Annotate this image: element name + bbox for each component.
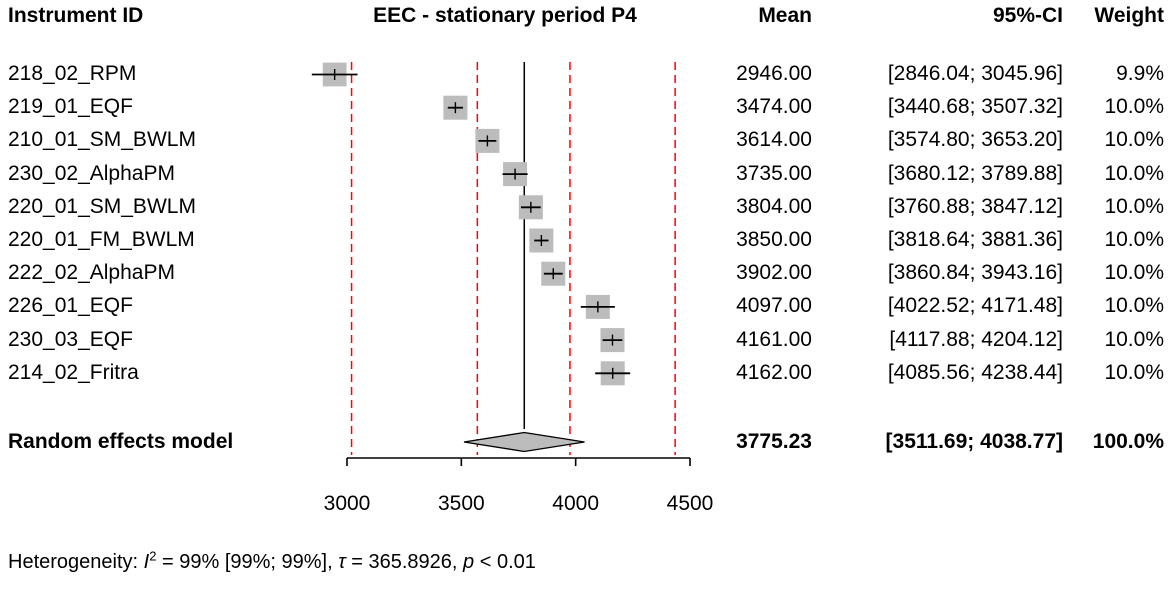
study-row: 219_01_EQF 3474.00 [3440.68; 3507.32] 10.0% bbox=[0, 95, 1169, 123]
study-id: 222_02_AlphaPM bbox=[8, 261, 175, 285]
x-axis-label: 4500 bbox=[667, 492, 714, 515]
study-ci: [4117.88; 4204.12] bbox=[889, 327, 1063, 351]
study-ci: [3760.88; 3847.12] bbox=[887, 194, 1063, 218]
pooled-weight: 100.0% bbox=[1092, 430, 1164, 453]
het-p-symbol: p bbox=[463, 551, 475, 573]
x-axis-label: 3000 bbox=[324, 492, 371, 515]
plot-title: EEC - stationary period P4 bbox=[373, 4, 637, 27]
study-id: 210_01_SM_BWLM bbox=[8, 128, 196, 152]
study-id: 214_02_Fritra bbox=[8, 360, 139, 384]
pooled-mean: 3775.23 bbox=[736, 430, 812, 453]
study-weight: 10.0% bbox=[1104, 327, 1164, 351]
study-weight: 9.9% bbox=[1116, 62, 1164, 85]
pooled-row: Random effects model 3775.23 [3511.69; 4… bbox=[0, 430, 1169, 458]
study-id: 230_03_EQF bbox=[8, 327, 133, 351]
study-row: 220_01_SM_BWLM 3804.00 [3760.88; 3847.12] 1… bbox=[0, 195, 1169, 223]
study-ci: [2846.04; 3045.96] bbox=[887, 62, 1063, 85]
pooled-label: Random effects model bbox=[8, 430, 234, 453]
study-id: 220_01_FM_BWLM bbox=[8, 228, 195, 251]
study-row: 214_02_Fritra 4162.00 [4085.56; 4238.44] 10… bbox=[0, 361, 1169, 389]
study-mean: 3474.00 bbox=[736, 95, 812, 119]
study-mean: 3902.00 bbox=[736, 261, 812, 285]
study-mean: 4162.00 bbox=[736, 360, 812, 384]
column-header-instrument-id: Instrument ID bbox=[8, 4, 144, 27]
study-mean: 4161.00 bbox=[736, 327, 812, 351]
study-weight: 10.0% bbox=[1104, 228, 1164, 251]
study-weight: 10.0% bbox=[1104, 194, 1164, 218]
study-id: 230_02_AlphaPM bbox=[8, 161, 175, 185]
study-row: 230_02_AlphaPM 3735.00 [3680.12; 3789.88] 1… bbox=[0, 162, 1169, 190]
study-mean: 3614.00 bbox=[736, 128, 812, 152]
het-tau-symbol: τ bbox=[338, 551, 346, 573]
study-weight: 10.0% bbox=[1104, 161, 1164, 185]
study-row: 222_02_AlphaPM 3902.00 [3860.84; 3943.16] 1… bbox=[0, 261, 1169, 289]
study-ci: [4022.52; 4171.48] bbox=[887, 294, 1063, 318]
study-ci: [3818.64; 3881.36] bbox=[887, 228, 1063, 251]
study-row: 230_03_EQF 4161.00 [4117.88; 4204.12] 10.0% bbox=[0, 328, 1169, 356]
column-header-weight: Weight bbox=[1094, 4, 1164, 27]
study-ci: [3574.80; 3653.20] bbox=[887, 128, 1063, 152]
study-id: 220_01_SM_BWLM bbox=[8, 194, 196, 218]
heterogeneity-note: Heterogeneity: I2 = 99% [99%; 99%], τ = … bbox=[8, 548, 536, 574]
study-id: 219_01_EQF bbox=[8, 95, 133, 119]
study-row: 218_02_RPM 2946.00 [2846.04; 3045.96] 9.9% bbox=[0, 62, 1169, 90]
study-row: 220_01_FM_BWLM 3850.00 [3818.64; 3881.36] 1… bbox=[0, 228, 1169, 256]
het-prefix: Heterogeneity: bbox=[8, 551, 144, 573]
pooled-ci: [3511.69; 4038.77] bbox=[885, 430, 1063, 453]
study-weight: 10.0% bbox=[1104, 128, 1164, 152]
study-mean: 4097.00 bbox=[736, 294, 812, 318]
het-i-symbol: I bbox=[143, 551, 150, 573]
study-ci: [4085.56; 4238.44] bbox=[887, 360, 1063, 384]
study-weight: 10.0% bbox=[1104, 261, 1164, 285]
het-i2-values: = 99% [99%; 99%], bbox=[156, 551, 339, 573]
study-mean: 2946.00 bbox=[736, 62, 812, 85]
study-id: 226_01_EQF bbox=[8, 294, 133, 318]
column-header-ci: 95%-CI bbox=[992, 4, 1063, 27]
pooled-diamond bbox=[463, 431, 585, 453]
study-ci: [3680.12; 3789.88] bbox=[887, 161, 1063, 185]
study-mean: 3804.00 bbox=[736, 194, 812, 218]
het-p-value: < 0.01 bbox=[474, 551, 536, 573]
x-axis-label: 4000 bbox=[552, 492, 599, 515]
study-ci: [3860.84; 3943.16] bbox=[887, 261, 1063, 285]
study-ci: [3440.68; 3507.32] bbox=[887, 95, 1063, 119]
het-i-superscript: 2 bbox=[149, 548, 157, 564]
study-weight: 10.0% bbox=[1104, 360, 1164, 384]
study-id: 218_02_RPM bbox=[8, 62, 137, 85]
study-mean: 3850.00 bbox=[736, 228, 812, 251]
het-tau-value: = 365.8926, bbox=[345, 551, 464, 573]
forest-plot-canvas: 3000 3500 4000 4500 bbox=[311, 62, 714, 515]
study-row: 226_01_EQF 4097.00 [4022.52; 4171.48] 10.0% bbox=[0, 294, 1169, 322]
study-row: 210_01_SM_BWLM 3614.00 [3574.80; 3653.20] 1… bbox=[0, 128, 1169, 156]
study-mean: 3735.00 bbox=[736, 161, 812, 185]
x-axis-label: 3500 bbox=[438, 492, 485, 515]
study-weight: 10.0% bbox=[1104, 95, 1164, 119]
study-weight: 10.0% bbox=[1104, 294, 1164, 318]
column-header-mean: Mean bbox=[758, 4, 812, 27]
